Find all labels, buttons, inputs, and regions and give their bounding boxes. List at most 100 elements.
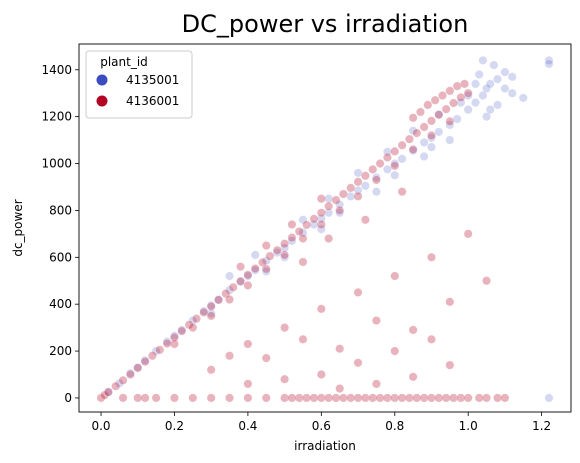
data-point: [445, 86, 455, 96]
data-point: [404, 393, 414, 403]
data-point: [324, 201, 334, 211]
data-point: [243, 280, 253, 290]
data-point: [294, 227, 304, 237]
data-point: [169, 331, 179, 341]
data-point: [316, 393, 326, 403]
y-tick-label: 1400: [41, 63, 72, 77]
data-point: [206, 300, 216, 310]
data-point: [280, 239, 290, 249]
data-point: [426, 130, 436, 140]
x-tick-label: 0.4: [238, 419, 257, 433]
data-point: [382, 393, 392, 403]
data-point: [335, 205, 345, 215]
data-point: [500, 84, 510, 94]
data-point: [353, 177, 363, 187]
data-point: [243, 270, 253, 280]
data-point: [463, 229, 473, 239]
data-point: [169, 339, 179, 349]
data-point: [390, 346, 400, 356]
data-point: [482, 276, 492, 286]
data-point: [225, 393, 235, 403]
data-point: [449, 393, 459, 403]
data-point: [353, 358, 363, 368]
data-point: [206, 393, 216, 403]
data-point: [188, 393, 198, 403]
data-point: [382, 164, 392, 174]
data-point: [390, 170, 400, 180]
data-point: [353, 393, 363, 403]
x-tick-label: 1.0: [459, 419, 478, 433]
data-point: [261, 393, 271, 403]
x-tick-label: 0.6: [312, 419, 331, 433]
data-point: [243, 271, 253, 281]
data-point: [151, 346, 161, 356]
data-point: [177, 326, 187, 336]
plot-area: [96, 55, 554, 403]
data-point: [162, 337, 172, 347]
data-point: [449, 98, 459, 108]
data-point: [324, 194, 334, 204]
data-point: [445, 135, 455, 145]
y-axis-label: dc_power: [11, 199, 25, 256]
data-point: [206, 309, 216, 319]
data-point: [426, 252, 436, 262]
data-point: [324, 393, 334, 403]
data-point: [118, 393, 128, 403]
data-point: [280, 374, 290, 384]
data-point: [309, 219, 319, 229]
data-point: [118, 375, 128, 385]
data-point: [368, 164, 378, 174]
data-point: [302, 220, 312, 230]
data-point: [324, 234, 334, 244]
y-tick-label: 400: [49, 297, 72, 311]
data-point: [408, 372, 418, 382]
data-point: [463, 91, 473, 101]
data-point: [111, 381, 121, 391]
data-point: [493, 393, 503, 403]
data-point: [280, 252, 290, 262]
legend: plant_id 4135001 4136001: [85, 50, 193, 119]
data-point: [324, 208, 334, 218]
data-point: [375, 393, 385, 403]
data-point: [423, 100, 433, 110]
data-point: [140, 355, 150, 365]
data-point: [408, 146, 418, 156]
data-point: [287, 236, 297, 246]
data-point: [225, 285, 235, 295]
data-point: [316, 214, 326, 224]
data-point: [360, 393, 370, 403]
data-point: [404, 134, 414, 144]
data-point: [408, 113, 418, 123]
data-point: [493, 100, 503, 110]
data-point: [280, 250, 290, 260]
data-point: [346, 393, 356, 403]
data-point: [338, 189, 348, 199]
data-point: [294, 393, 304, 403]
data-point: [309, 393, 319, 403]
data-point: [507, 72, 517, 82]
data-point: [184, 320, 194, 330]
data-point: [426, 334, 436, 344]
data-point: [360, 181, 370, 191]
data-point: [382, 147, 392, 157]
data-point: [162, 339, 172, 349]
data-point: [188, 316, 198, 326]
data-point: [261, 241, 271, 251]
legend-label-4135001: 4135001: [126, 73, 179, 87]
data-point: [445, 360, 455, 370]
data-point: [375, 159, 385, 169]
data-point: [133, 393, 143, 403]
data-point: [316, 224, 326, 234]
data-point: [316, 194, 326, 204]
data-point: [258, 257, 268, 267]
data-point: [298, 334, 308, 344]
legend-marker-4136001: [96, 95, 108, 107]
data-point: [346, 183, 356, 193]
data-point: [298, 215, 308, 225]
data-point: [478, 91, 488, 101]
data-point: [434, 110, 444, 120]
data-point: [437, 91, 447, 101]
data-point: [133, 362, 143, 372]
data-point: [309, 214, 319, 224]
